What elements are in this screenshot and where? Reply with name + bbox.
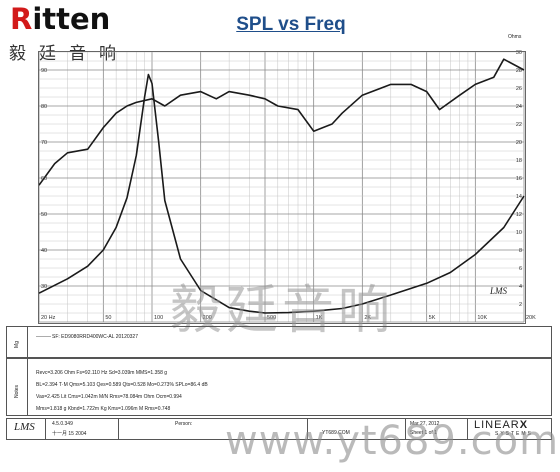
y-right-tick-label: 8 <box>519 248 522 254</box>
plot-frame <box>38 51 526 324</box>
chart-marks <box>38 58 525 314</box>
notes-label: Notes <box>14 384 20 398</box>
footer-brand: LINEARX <box>474 419 528 431</box>
y-right-tick-label: 18 <box>516 158 522 164</box>
logo-word: itten <box>32 2 111 36</box>
footer-company: YT689.COM <box>322 430 350 436</box>
x-tick-label: 200 <box>203 315 212 321</box>
y-left-tick-label: 90 <box>41 68 47 74</box>
footer-lms-cell <box>6 418 46 440</box>
x-tick-label: 20K <box>526 315 536 321</box>
footer-brand-sub: SYSTEMS <box>495 431 533 437</box>
x-tick-label: 2K <box>364 315 371 321</box>
notes-line-3: Vas=2.425 Lit Cms=1.042m M/N Rms=78.084m… <box>36 394 182 400</box>
chart-ticks: 20 Hz 50 100 200 500 1K 2K 5K 10K 20K 90 80 70 60 50 40… <box>41 50 536 321</box>
footer-brand-word: LINEAR <box>474 419 520 431</box>
legend-panel <box>6 326 552 358</box>
legend-entry: SF: ED9080RRD400WC-AL 20120327 <box>52 334 138 340</box>
x-tick-label: 100 <box>154 315 163 321</box>
y-right-tick-label: 14 <box>516 194 522 200</box>
plot-lms-logo: LMS <box>490 286 508 296</box>
chart-grid <box>38 51 525 323</box>
spl-chart: 20 Hz 50 100 200 500 1K 2K 5K 10K 20K 90 80 70 60 50 40… <box>38 50 536 323</box>
footer-version: 4.5.0.349 <box>52 421 73 427</box>
y-right-tick-label: 20 <box>516 140 522 146</box>
y-left-tick-label: 60 <box>41 176 47 182</box>
legend-line-sample: ——— <box>36 334 51 340</box>
notes-line-1: Revc=3.206 Ohm Fs=92.110 Hz Sd=3.039m MM… <box>36 370 168 376</box>
logo-letter-r: R <box>10 2 33 36</box>
impedance-curve <box>38 73 525 314</box>
footer-date: Mar 27, 2012 <box>410 421 440 427</box>
y-left-tick-label: 80 <box>41 104 47 110</box>
footer-date-cell <box>405 418 468 440</box>
notes-line-4: Mms=1.818 g Kbnd=1.722m Kg Kms=1.096m M … <box>36 406 171 412</box>
brand-logo: Ritten <box>10 2 110 36</box>
notes-line-2: BL=2.394 T·M Qms=5.103 Qes=0.589 Qts=0.5… <box>36 382 208 388</box>
right-axis-unit: Ohms <box>508 34 522 40</box>
footer-date-cn: 十一月 15 2004 <box>52 431 87 437</box>
footer-person-cell <box>118 418 308 440</box>
x-tick-label: 50 <box>105 315 111 321</box>
x-tick-label: 10K <box>477 315 487 321</box>
y-right-tick-label: 4 <box>519 284 522 290</box>
footer-lms-logo: LMS <box>14 421 35 433</box>
chart-title: SPL vs Freq <box>236 14 346 35</box>
y-left-tick-label: 50 <box>41 212 47 218</box>
y-right-tick-label: 12 <box>516 212 522 218</box>
x-tick-label: 20 Hz <box>41 315 56 321</box>
watermark-chinese: 毅廷音响 <box>170 281 395 341</box>
x-tick-label: 5K <box>429 315 436 321</box>
url-watermark: www.yt689.com <box>225 418 560 464</box>
y-right-tick-label: 16 <box>516 176 522 182</box>
footer-brand-x: X <box>519 419 529 431</box>
y-left-tick-label: 30 <box>41 284 47 290</box>
logo-chinese: 毅廷音响 <box>9 44 129 64</box>
y-right-tick-label: 24 <box>516 104 522 110</box>
y-right-tick-label: 30 <box>516 50 522 56</box>
legend-label-cell <box>6 326 28 358</box>
y-right-tick-label: 6 <box>519 266 522 272</box>
y-right-tick-label: 28 <box>516 68 522 74</box>
y-right-tick-label: 2 <box>519 302 522 308</box>
footer-person-label: Person: <box>175 421 193 427</box>
legend-label: Mg <box>14 341 20 348</box>
y-left-tick-label: 70 <box>41 140 47 146</box>
y-left-tick-label: 40 <box>41 248 47 254</box>
y-right-tick-label: 22 <box>516 122 522 128</box>
notes-label-cell <box>6 358 28 416</box>
x-tick-label: 500 <box>267 315 276 321</box>
y-right-tick-label: 10 <box>516 230 522 236</box>
footer-sheet: Sheet 1 of 1 <box>410 430 437 436</box>
y-right-tick-label: 26 <box>516 86 522 92</box>
spl-curve <box>38 58 525 186</box>
x-tick-label: 1K <box>316 315 323 321</box>
